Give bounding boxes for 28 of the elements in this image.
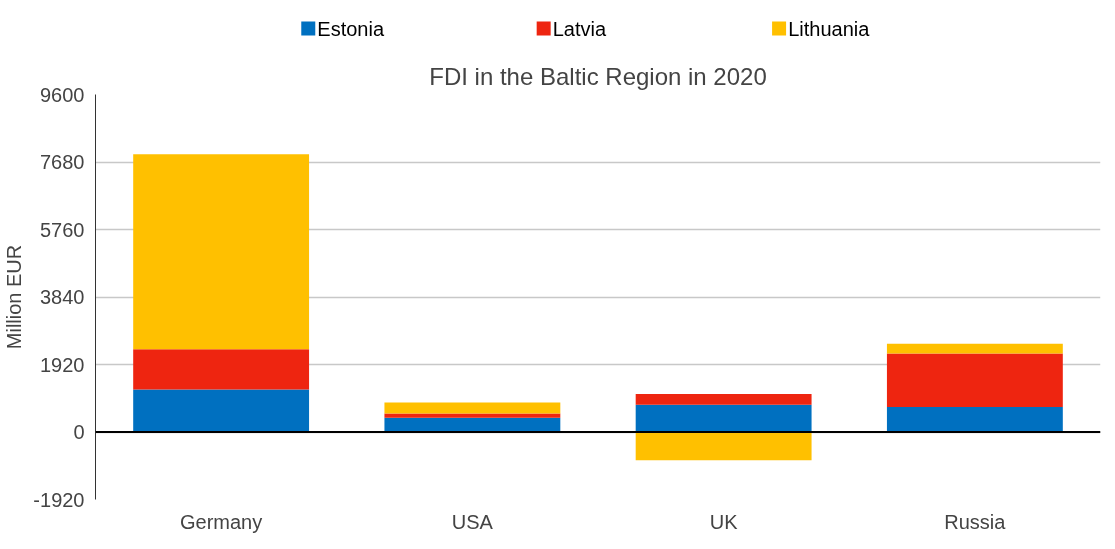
bar	[133, 349, 310, 390]
bar	[384, 413, 561, 418]
y-tick-label: 0	[73, 421, 85, 443]
x-tick-label: Russia	[944, 510, 1007, 533]
y-axis-title: Million EUR	[3, 244, 26, 350]
legend-label: Lithuania	[788, 17, 871, 40]
x-tick-label: UK	[709, 510, 739, 533]
bar	[635, 432, 812, 461]
chart-title: FDI in the Baltic Region in 2020	[429, 62, 767, 90]
legend-label: Latvia	[552, 17, 607, 40]
bar	[384, 402, 561, 414]
bar	[635, 404, 812, 432]
x-tick-label: USA	[451, 510, 494, 533]
legend-label: Estonia	[317, 17, 385, 40]
y-tick-label: 5760	[40, 218, 85, 241]
bar	[886, 353, 1063, 407]
y-tick-label: 9600	[40, 83, 85, 106]
y-tick-label: 1920	[40, 353, 85, 376]
bar	[886, 406, 1063, 432]
x-tick-label: Germany	[180, 510, 263, 533]
bar	[384, 417, 561, 432]
y-tick-label: 3840	[40, 286, 85, 308]
bar	[886, 343, 1063, 354]
bar	[133, 389, 310, 432]
bar	[635, 393, 812, 405]
y-tick-label: -1920	[33, 488, 85, 511]
y-tick-label: 7680	[40, 151, 85, 173]
bar	[133, 154, 310, 350]
